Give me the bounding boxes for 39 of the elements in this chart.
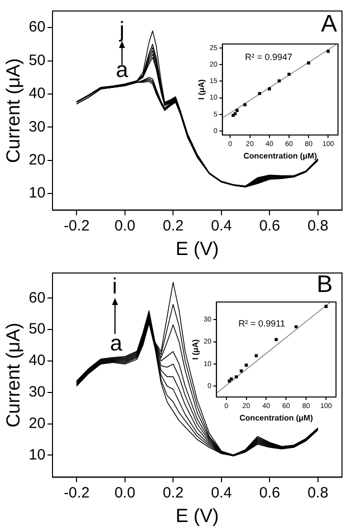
- x-tick-label: 0.6: [259, 217, 280, 234]
- y-axis-title: I (μA): [197, 78, 206, 100]
- x-tick-label: 0.8: [307, 484, 328, 502]
- y-tick-label: 20: [28, 414, 46, 432]
- y-tick-label: 30: [28, 118, 46, 136]
- annotation: A: [320, 10, 337, 38]
- x-tick-label: -0.2: [64, 217, 90, 234]
- x-axis-title: E (V): [176, 238, 219, 260]
- y-tick-label: 40: [28, 352, 46, 370]
- x-axis-title: Concentration (μM): [244, 151, 318, 160]
- x-tick-label: 0.4: [210, 484, 232, 502]
- annotation: j: [118, 16, 124, 42]
- y-tick-label: 30: [28, 384, 46, 401]
- annotation: a: [116, 56, 129, 82]
- y-axis-title: Current (μA): [4, 322, 25, 428]
- x-tick-label: 0.4: [210, 217, 232, 234]
- y-axis-title: Current (μA): [4, 58, 25, 164]
- x-tick-label: 0.0: [114, 484, 136, 502]
- annotation: R² = 0.9911: [238, 318, 286, 328]
- y-tick-label: 10: [28, 446, 46, 464]
- annotation: B: [316, 270, 333, 298]
- y-axis-title: I (μA): [191, 338, 200, 360]
- y-tick-label: 60: [28, 289, 46, 306]
- x-tick-label: 0.8: [307, 217, 328, 234]
- y-tick-label: 50: [28, 52, 46, 69]
- x-tick-label: 0.0: [114, 217, 136, 234]
- y-tick-label: 10: [28, 184, 46, 202]
- x-axis-title: Concentration (μM): [240, 413, 314, 422]
- y-tick-label: 60: [28, 18, 46, 36]
- y-tick-label: 40: [28, 85, 46, 102]
- y-tick-label: 50: [28, 320, 46, 338]
- annotation: a: [110, 330, 124, 356]
- annotation: i: [112, 273, 118, 298]
- x-tick-label: 0.6: [259, 484, 280, 502]
- x-axis-title: E (V): [176, 506, 219, 527]
- x-tick-label: 0.2: [162, 484, 184, 502]
- annotation: R² = 0.9947: [244, 52, 292, 62]
- x-tick-label: 0.2: [162, 217, 184, 234]
- x-tick-label: -0.2: [64, 484, 90, 502]
